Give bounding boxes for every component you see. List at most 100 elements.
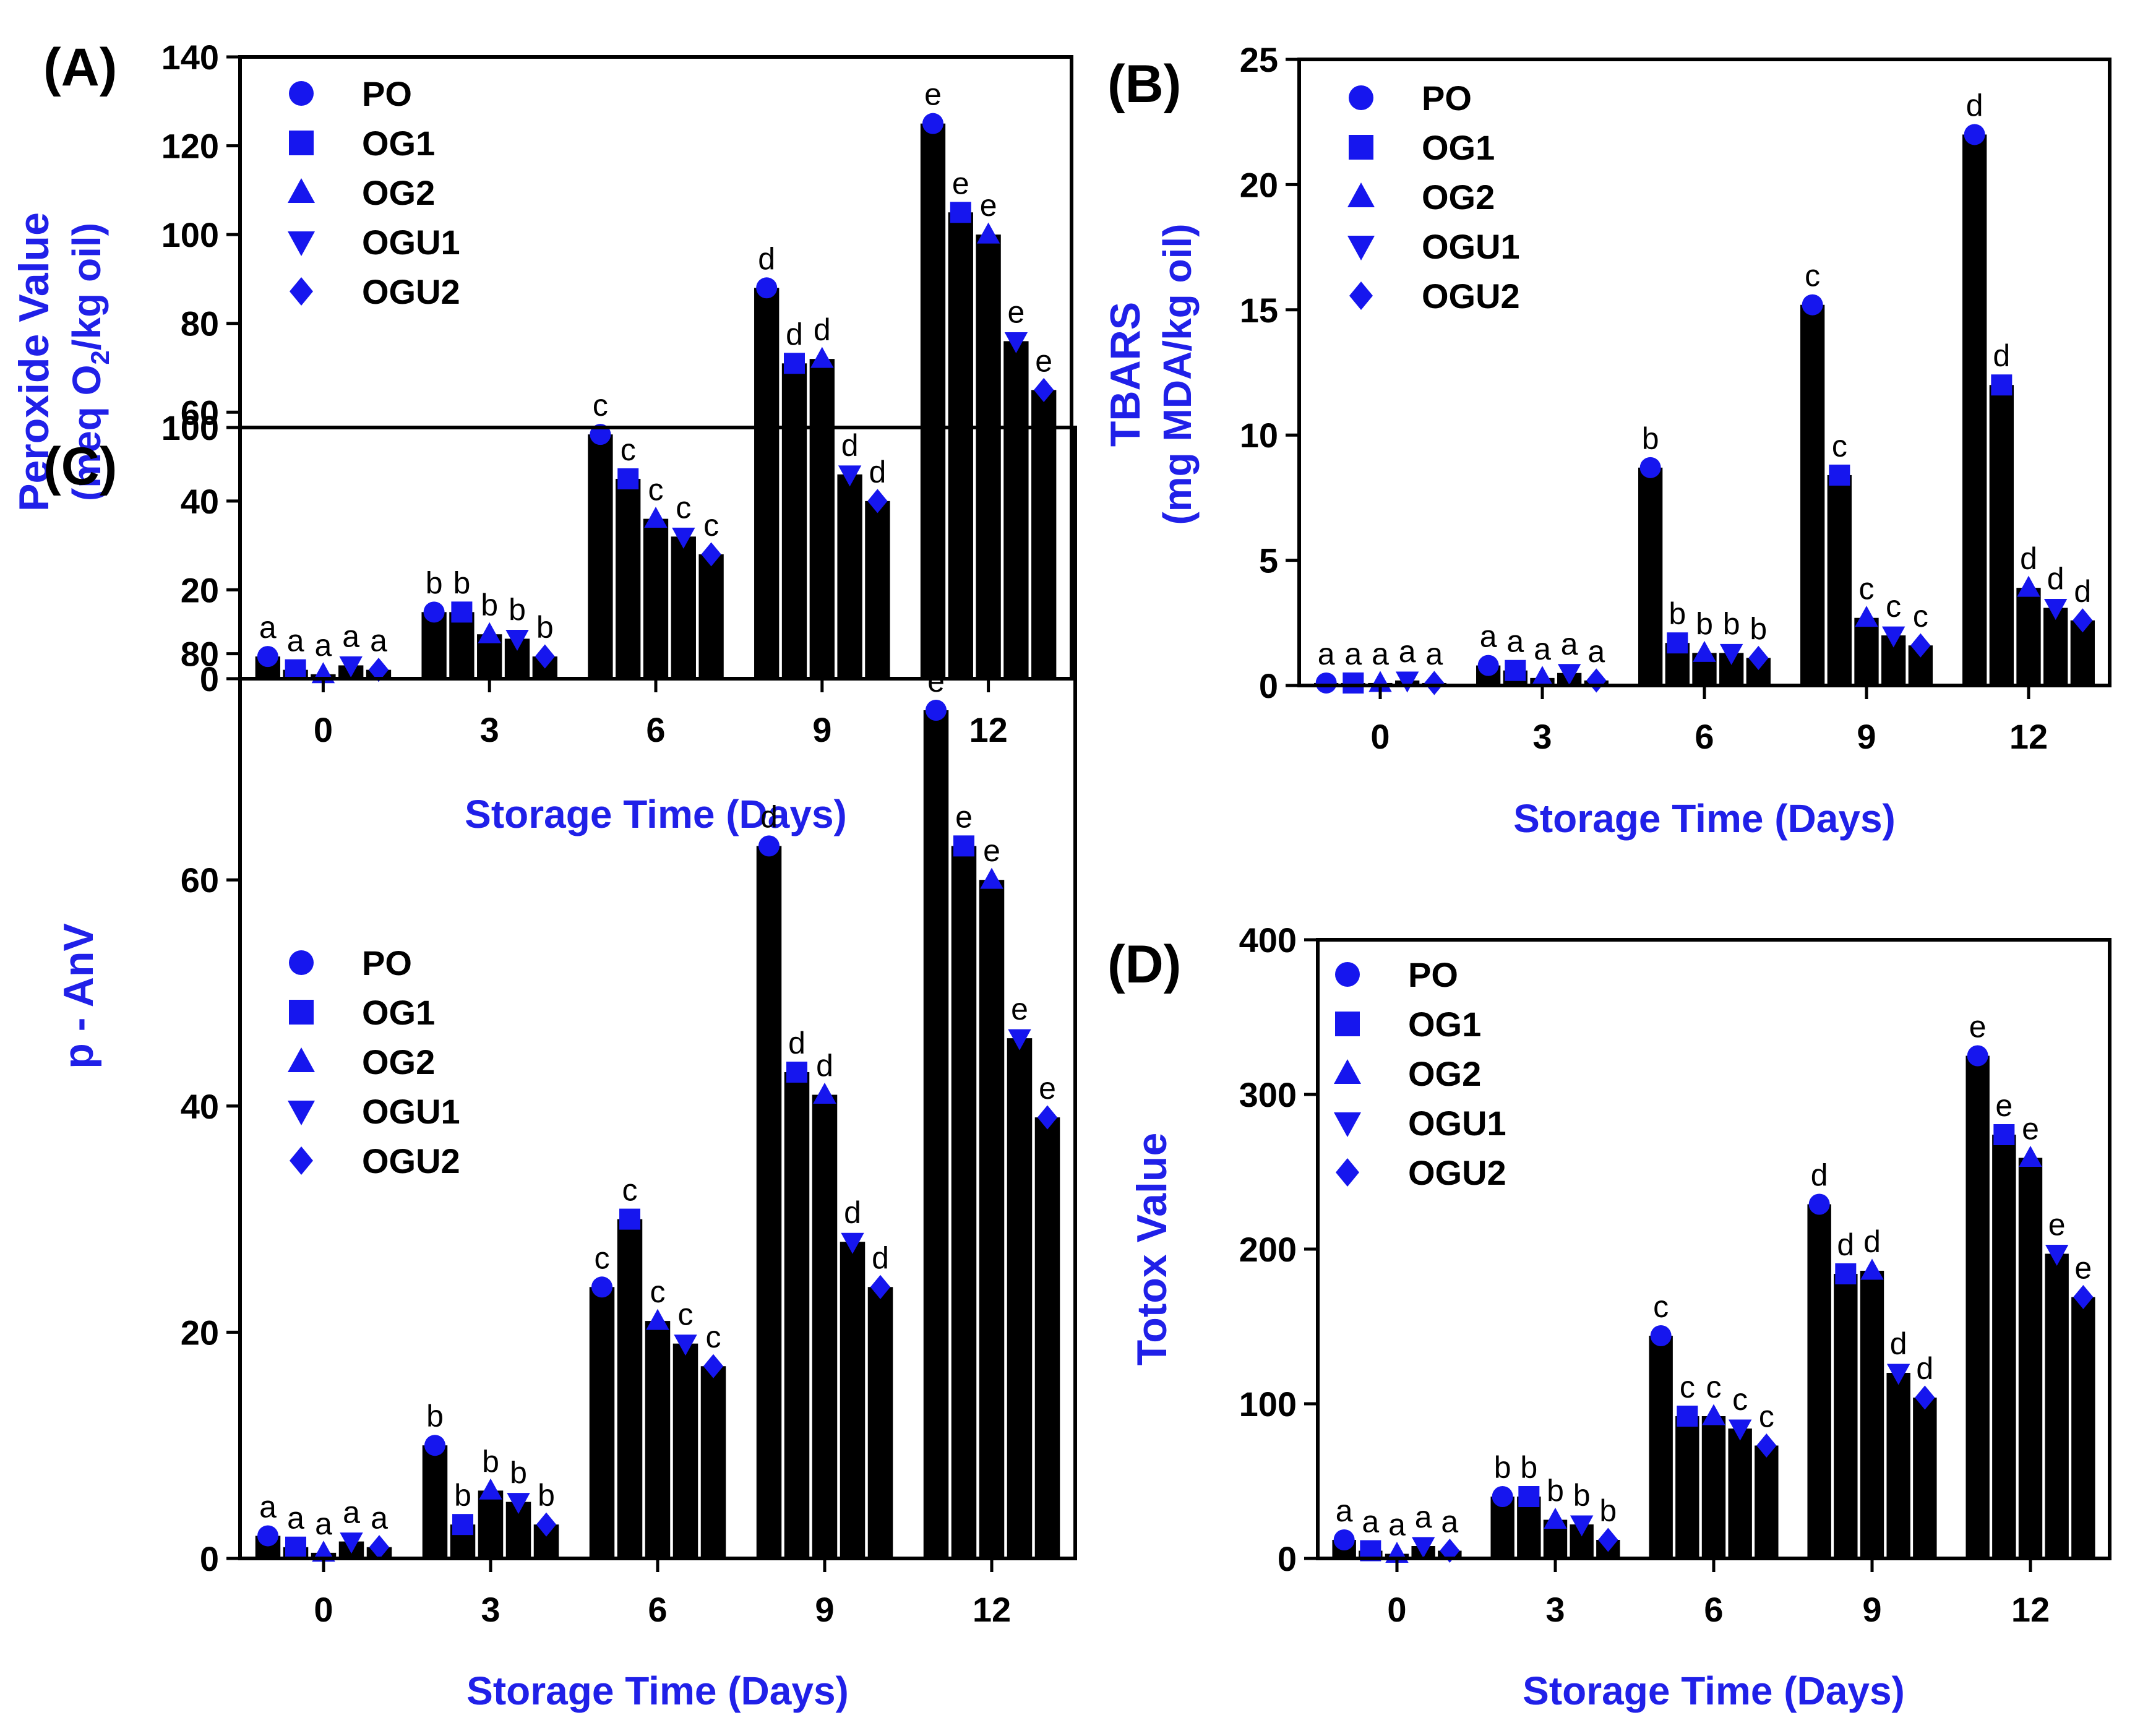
data-point [1557, 664, 1581, 685]
legend-marker [289, 1000, 314, 1025]
legend-marker [1349, 135, 1373, 160]
data-point [1395, 671, 1419, 693]
data-point [1570, 1515, 1594, 1537]
data-point [1518, 1486, 1540, 1507]
significance-label: d [1966, 88, 1983, 122]
bar [1034, 1117, 1060, 1558]
x-tick-label: 3 [1532, 717, 1552, 756]
data-point [672, 527, 695, 549]
data-point [1333, 1529, 1355, 1550]
data-point [619, 1208, 640, 1230]
significance-label: e [980, 188, 997, 223]
data-point [369, 1535, 390, 1560]
significance-label: c [1832, 429, 1847, 463]
y-tick-label: 100 [1239, 1385, 1297, 1424]
legend-label: OGU2 [362, 272, 460, 311]
legend-label: OGU1 [1422, 227, 1520, 266]
data-point [1034, 377, 1054, 402]
significance-label: e [2022, 1112, 2039, 1146]
data-point [1993, 1124, 2015, 1145]
bar [1886, 1373, 1910, 1558]
legend-label: OG2 [362, 1042, 435, 1081]
significance-label: d [786, 317, 803, 351]
bar [1800, 304, 1825, 686]
bar [837, 474, 862, 679]
data-point [1886, 1364, 1910, 1385]
y-tick-label: 80 [181, 304, 219, 343]
significance-label: c [1805, 259, 1820, 293]
bar [1638, 467, 1663, 685]
bar [643, 518, 669, 679]
legend-marker [289, 131, 314, 155]
significance-label: a [1344, 637, 1362, 671]
significance-label: c [1913, 599, 1928, 634]
y-tick-label: 15 [1240, 291, 1278, 330]
significance-label: d [1890, 1326, 1907, 1361]
y-tick-label: 60 [181, 393, 219, 432]
legend-marker [1349, 281, 1373, 310]
bar [809, 359, 835, 679]
data-point [980, 867, 1003, 889]
y-axis-subtitle: (mg MDA/kg oil) [1155, 223, 1200, 525]
significance-label: c [706, 1320, 721, 1354]
bar [698, 554, 724, 679]
panel-letter: (B) [1107, 54, 1181, 114]
significance-label: e [2048, 1208, 2066, 1242]
bar [756, 846, 782, 1558]
bar [422, 1445, 448, 1558]
significance-label: a [287, 1501, 304, 1536]
data-point [339, 656, 363, 678]
y-tick-label: 300 [1239, 1075, 1297, 1114]
bar [2016, 588, 2041, 685]
data-point [1037, 1105, 1058, 1130]
significance-label: a [1399, 634, 1416, 669]
data-point [1598, 1528, 1618, 1552]
significance-label: a [1480, 619, 1497, 654]
significance-label: c [1859, 572, 1875, 606]
data-point [505, 629, 529, 651]
data-point [1967, 1045, 1988, 1067]
significance-label: b [453, 565, 470, 600]
legend-marker [289, 81, 314, 106]
panel-c: (C)abcdeabcdeabcdeabcdeabcde020406080100… [43, 408, 1077, 1713]
legend-marker [288, 231, 315, 256]
significance-label: a [1534, 632, 1551, 666]
y-tick-label: 60 [181, 861, 219, 900]
bar [2043, 608, 2068, 685]
significance-label: d [2074, 574, 2091, 609]
x-tick-label: 9 [1857, 717, 1876, 756]
y-axis-subtitle-part: /kg oil) [64, 223, 109, 350]
bar [1989, 385, 2014, 685]
legend-label: OG2 [362, 173, 435, 212]
y-tick-label: 140 [161, 38, 219, 77]
legend-marker [288, 178, 315, 203]
data-point [536, 1512, 557, 1537]
legend-marker [1334, 1059, 1361, 1084]
bar [588, 434, 613, 679]
data-point [758, 835, 780, 857]
data-point [424, 1435, 445, 1456]
data-point [1881, 626, 1905, 648]
data-point [644, 507, 668, 528]
legend-marker [1336, 1158, 1359, 1187]
data-point [535, 644, 555, 669]
data-point [922, 113, 943, 134]
significance-label: b [1696, 606, 1713, 641]
significance-label: b [1573, 1478, 1591, 1513]
significance-label: c [621, 432, 636, 467]
bar [2045, 1253, 2069, 1558]
data-point [2019, 1145, 2042, 1167]
y-axis-subtitle: (meq O2/kg oil) [64, 223, 114, 501]
bar [1992, 1135, 2016, 1558]
bar [1860, 1271, 1884, 1558]
data-point [507, 1493, 530, 1515]
y-tick-label: 40 [181, 1087, 219, 1126]
bar [1827, 475, 1852, 685]
data-point [1667, 632, 1688, 654]
data-point [1424, 671, 1445, 695]
data-point [813, 1082, 836, 1104]
significance-label: d [1863, 1224, 1881, 1259]
y-tick-label: 0 [200, 1539, 219, 1578]
panel-letter: (C) [43, 437, 117, 496]
legend-label: OG1 [1408, 1005, 1481, 1044]
